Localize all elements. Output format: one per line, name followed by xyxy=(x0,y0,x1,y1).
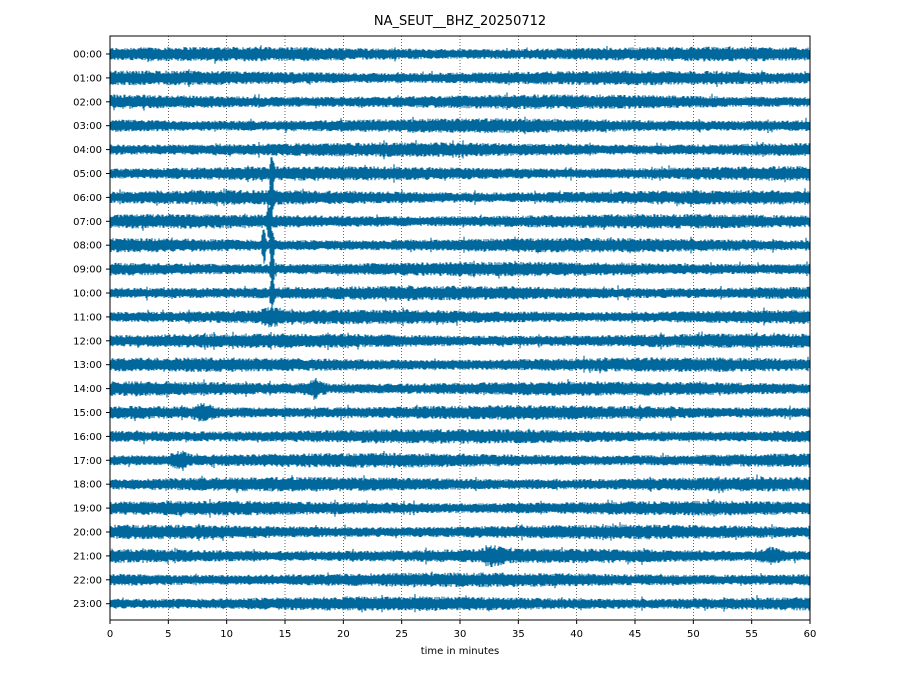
x-tick-label: 60 xyxy=(804,629,817,640)
y-tick-label: 23:00 xyxy=(73,599,102,610)
y-tick-label: 15:00 xyxy=(73,408,102,419)
x-ticks: 0 5 10 15 20 25 30 35 40 45 50 55 60 xyxy=(107,620,817,640)
x-tick-label: 45 xyxy=(629,629,642,640)
y-tick-label: 00:00 xyxy=(73,50,102,61)
y-tick-label: 20:00 xyxy=(73,528,102,539)
chart-title: NA_SEUT__BHZ_20250712 xyxy=(374,14,546,29)
x-tick-label: 5 xyxy=(165,629,171,640)
x-tick-label: 10 xyxy=(220,629,233,640)
y-tick-label: 12:00 xyxy=(73,336,102,347)
trace-row-2100 xyxy=(109,545,811,567)
seismic-traces xyxy=(109,45,811,613)
trace-row-1200 xyxy=(109,331,811,351)
plot-frame xyxy=(109,35,811,621)
x-tick-label: 30 xyxy=(454,629,467,640)
y-tick-label: 14:00 xyxy=(73,384,102,395)
trace-row-0300 xyxy=(109,116,811,135)
y-tick-label: 09:00 xyxy=(73,265,102,276)
y-tick-label: 21:00 xyxy=(73,551,102,562)
y-tick-label: 02:00 xyxy=(73,97,102,108)
y-tick-label: 03:00 xyxy=(73,121,102,132)
y-tick-label: 13:00 xyxy=(73,360,102,371)
trace-row-1300 xyxy=(109,355,811,374)
x-tick-label: 25 xyxy=(395,629,408,640)
y-tick-label: 19:00 xyxy=(73,504,102,515)
y-tick-label: 08:00 xyxy=(73,241,102,252)
y-tick-label: 11:00 xyxy=(73,312,102,323)
y-tick-label: 10:00 xyxy=(73,289,102,300)
x-tick-label: 15 xyxy=(279,629,292,640)
y-tick-label: 05:00 xyxy=(73,169,102,180)
x-tick-label: 20 xyxy=(337,629,350,640)
y-tick-label: 17:00 xyxy=(73,456,102,467)
grid-lines xyxy=(168,36,752,620)
trace-row-0700 xyxy=(109,203,811,238)
x-axis-label: time in minutes xyxy=(421,646,500,657)
y-tick-label: 01:00 xyxy=(73,73,102,84)
y-tick-label: 16:00 xyxy=(73,432,102,443)
trace-row-1000 xyxy=(109,276,811,307)
trace-row-0200 xyxy=(109,92,811,111)
y-tick-label: 18:00 xyxy=(73,480,102,491)
y-tick-labels: 00:00 01:00 02:00 03:00 04:00 05:00 06:00 07:00… xyxy=(73,50,110,610)
x-tick-label: 40 xyxy=(570,629,583,640)
x-tick-label: 35 xyxy=(512,629,525,640)
y-tick-label: 07:00 xyxy=(73,217,102,228)
x-tick-label: 55 xyxy=(745,629,758,640)
y-tick-label: 22:00 xyxy=(73,575,102,586)
y-tick-label: 04:00 xyxy=(73,145,102,156)
x-tick-label: 0 xyxy=(107,629,113,640)
y-tick-label: 06:00 xyxy=(73,193,102,204)
x-tick-label: 50 xyxy=(687,629,700,640)
